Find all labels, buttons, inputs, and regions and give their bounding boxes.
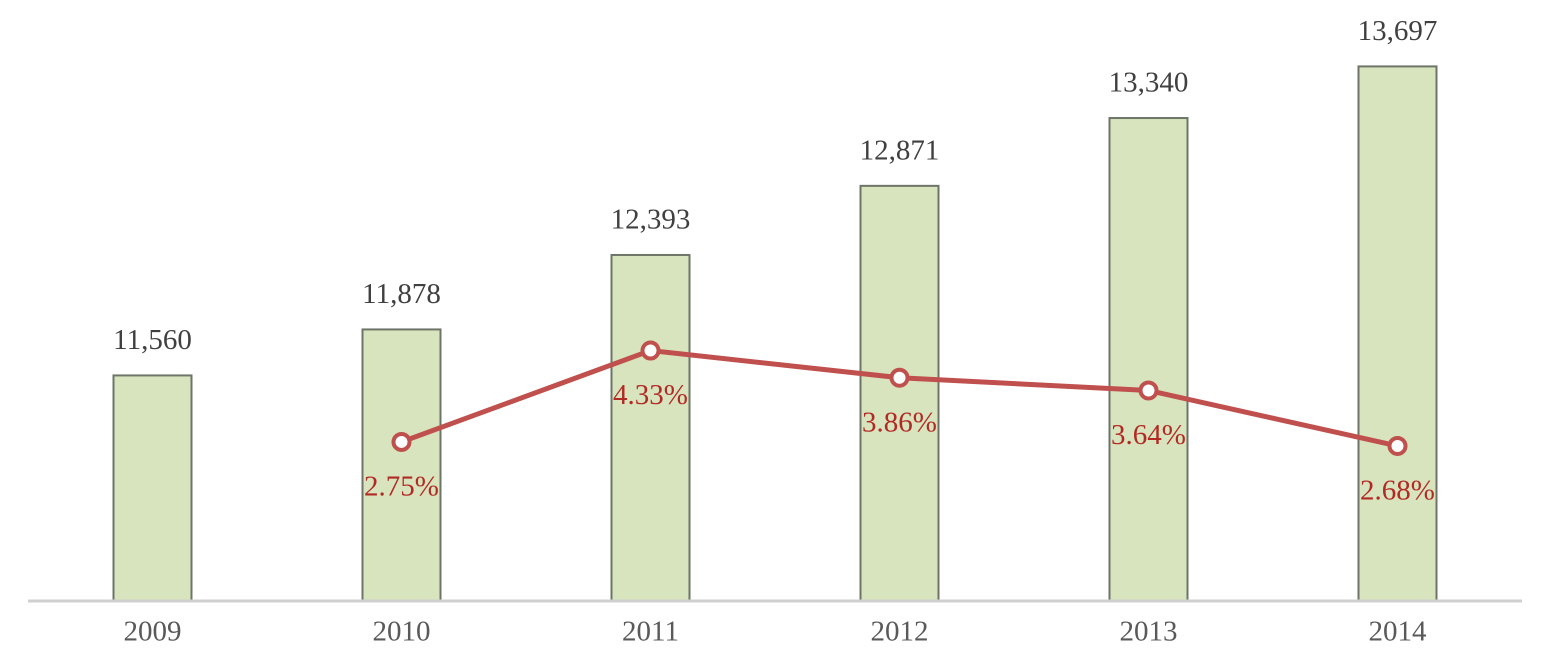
line-marker: [391, 431, 412, 452]
bar: [361, 328, 442, 602]
value-label: 2.75%: [364, 471, 439, 503]
value-label: 13,697: [1358, 15, 1438, 47]
x-tick-label: 2013: [1120, 616, 1178, 648]
x-tick-label: 2009: [124, 616, 182, 648]
line-marker: [640, 340, 661, 361]
value-label: 3.86%: [862, 406, 937, 438]
value-label: 13,340: [1109, 67, 1189, 99]
x-tick-label: 2010: [373, 616, 431, 648]
bar: [859, 184, 940, 602]
x-tick-label: 2014: [1369, 616, 1428, 648]
bar: [610, 253, 691, 602]
value-label: 2.68%: [1360, 475, 1435, 507]
value-label: 4.33%: [613, 379, 688, 411]
value-label: 12,393: [611, 204, 691, 236]
line-marker: [889, 367, 910, 388]
value-label: 3.64%: [1111, 419, 1186, 451]
bar: [1108, 117, 1189, 602]
x-tick-label: 2011: [622, 616, 679, 648]
line-marker: [1138, 380, 1159, 401]
value-label: 11,878: [362, 278, 441, 310]
value-label: 12,871: [860, 135, 940, 167]
value-label: 11,560: [113, 324, 192, 356]
bar: [112, 374, 193, 603]
bar: [1357, 65, 1438, 602]
line-marker: [1387, 435, 1408, 456]
x-tick-label: 2012: [871, 616, 929, 648]
